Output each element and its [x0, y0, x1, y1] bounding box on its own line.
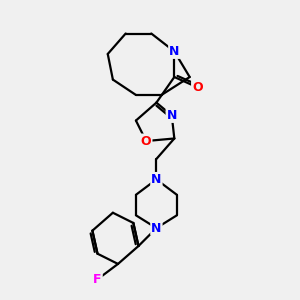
Text: N: N — [167, 109, 177, 122]
Text: N: N — [151, 173, 162, 186]
Text: N: N — [169, 45, 179, 58]
Text: F: F — [93, 273, 102, 286]
Text: O: O — [141, 134, 152, 148]
Text: O: O — [192, 81, 203, 94]
Text: N: N — [151, 222, 162, 235]
